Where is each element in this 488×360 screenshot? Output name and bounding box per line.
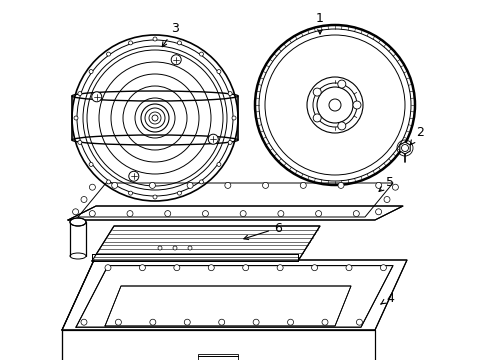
Circle shape — [81, 197, 87, 202]
Ellipse shape — [70, 218, 86, 226]
Circle shape — [311, 265, 317, 271]
Circle shape — [300, 183, 305, 188]
Text: 3: 3 — [162, 22, 179, 47]
Circle shape — [277, 265, 283, 271]
Circle shape — [240, 211, 245, 217]
Circle shape — [78, 91, 81, 96]
Circle shape — [383, 197, 389, 202]
Circle shape — [254, 25, 414, 185]
Polygon shape — [68, 206, 402, 220]
Text: 4: 4 — [380, 292, 393, 305]
Circle shape — [106, 52, 110, 56]
Circle shape — [89, 211, 95, 217]
Circle shape — [89, 162, 93, 166]
Polygon shape — [92, 254, 297, 261]
Circle shape — [242, 265, 248, 271]
Circle shape — [199, 180, 203, 184]
Circle shape — [337, 183, 343, 188]
Circle shape — [328, 99, 340, 111]
Circle shape — [74, 116, 78, 120]
Text: 5: 5 — [378, 175, 393, 192]
Circle shape — [89, 184, 95, 190]
Circle shape — [174, 265, 180, 271]
Text: 1: 1 — [315, 12, 323, 34]
Circle shape — [208, 134, 218, 144]
Circle shape — [139, 265, 145, 271]
Polygon shape — [92, 226, 319, 261]
Polygon shape — [62, 260, 406, 330]
Circle shape — [128, 171, 139, 181]
Text: 2: 2 — [409, 126, 423, 145]
Circle shape — [164, 211, 170, 217]
Circle shape — [149, 319, 156, 325]
Circle shape — [152, 115, 158, 121]
Circle shape — [128, 41, 132, 45]
Circle shape — [89, 69, 93, 73]
Circle shape — [337, 80, 345, 88]
Circle shape — [375, 209, 381, 215]
Circle shape — [356, 319, 362, 325]
Circle shape — [187, 183, 193, 188]
Circle shape — [228, 91, 232, 96]
Circle shape — [287, 319, 293, 325]
Circle shape — [391, 184, 398, 190]
Circle shape — [106, 180, 110, 184]
Circle shape — [115, 319, 121, 325]
Circle shape — [127, 211, 133, 217]
Circle shape — [277, 211, 284, 217]
Circle shape — [312, 114, 321, 122]
Circle shape — [177, 191, 181, 195]
Polygon shape — [76, 266, 392, 327]
Circle shape — [72, 209, 79, 215]
Circle shape — [262, 183, 268, 188]
Polygon shape — [198, 354, 238, 360]
Circle shape — [72, 35, 238, 201]
Polygon shape — [399, 142, 409, 154]
Circle shape — [218, 319, 224, 325]
Text: 6: 6 — [244, 221, 282, 239]
Circle shape — [187, 246, 192, 250]
Circle shape — [217, 69, 221, 73]
Circle shape — [208, 265, 214, 271]
Circle shape — [315, 211, 321, 217]
Circle shape — [380, 265, 386, 271]
Circle shape — [199, 52, 203, 56]
Circle shape — [217, 162, 221, 166]
Circle shape — [231, 116, 236, 120]
Circle shape — [346, 265, 351, 271]
Circle shape — [352, 101, 360, 109]
Circle shape — [153, 37, 157, 41]
Circle shape — [353, 211, 359, 217]
Circle shape — [81, 319, 87, 325]
Circle shape — [224, 183, 230, 188]
Circle shape — [202, 211, 208, 217]
Circle shape — [312, 88, 321, 96]
Circle shape — [158, 246, 162, 250]
Polygon shape — [62, 330, 374, 360]
Circle shape — [173, 246, 177, 250]
Circle shape — [228, 140, 232, 144]
Circle shape — [375, 183, 381, 188]
Circle shape — [149, 183, 155, 188]
Polygon shape — [105, 286, 350, 326]
Circle shape — [153, 195, 157, 199]
Circle shape — [184, 319, 190, 325]
Circle shape — [92, 92, 102, 102]
Circle shape — [105, 265, 111, 271]
Circle shape — [321, 319, 327, 325]
Circle shape — [337, 122, 345, 130]
Circle shape — [78, 140, 81, 144]
Circle shape — [128, 191, 132, 195]
Circle shape — [111, 183, 118, 188]
Circle shape — [253, 319, 259, 325]
Circle shape — [171, 55, 181, 65]
Circle shape — [177, 41, 181, 45]
Circle shape — [141, 104, 169, 132]
